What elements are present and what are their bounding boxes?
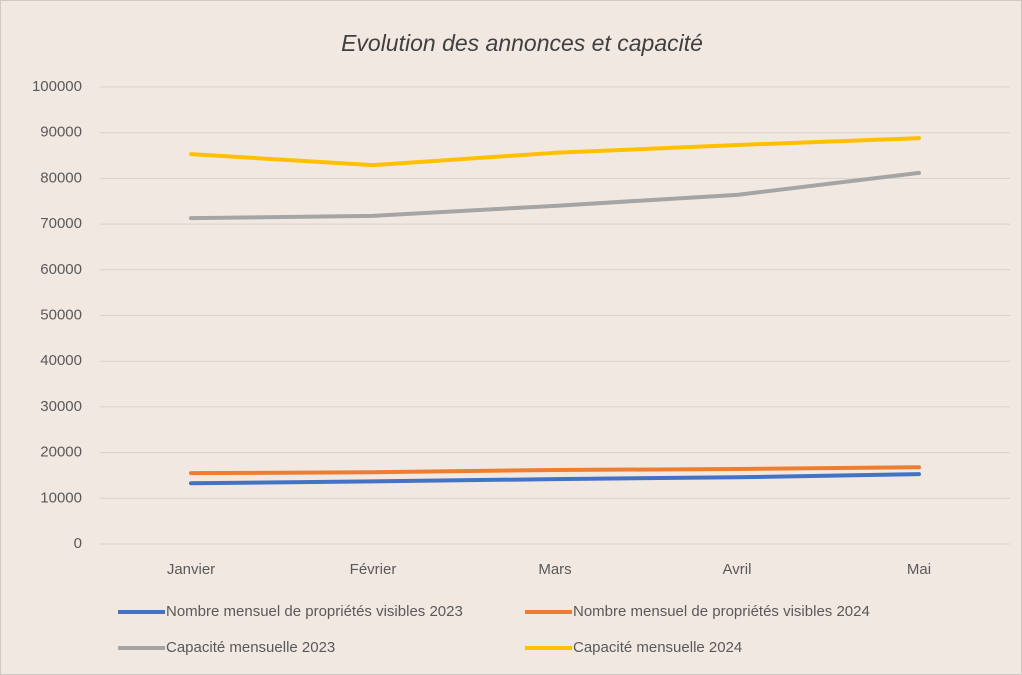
x-tick-label: Janvier [167, 561, 215, 578]
y-tick-label: 30000 [40, 398, 82, 415]
chart-title: Evolution des annonces et capacité [341, 30, 703, 56]
y-tick-label: 100000 [32, 78, 82, 95]
legend-label: Capacité mensuelle 2023 [166, 639, 335, 656]
y-tick-label: 0 [74, 535, 82, 552]
series-line [189, 136, 921, 168]
y-tick-label: 90000 [40, 124, 82, 141]
x-tick-label: Mai [907, 561, 931, 578]
y-tick-label: 70000 [40, 215, 82, 232]
y-tick-label: 10000 [40, 489, 82, 506]
x-tick-label: Février [350, 561, 397, 578]
legend-label: Nombre mensuel de propriétés visibles 20… [166, 603, 463, 620]
x-tick-label: Avril [723, 561, 752, 578]
y-tick-label: 50000 [40, 306, 82, 323]
y-tick-label: 20000 [40, 444, 82, 461]
x-tick-label: Mars [538, 561, 571, 578]
legend-label: Capacité mensuelle 2024 [573, 639, 742, 656]
y-tick-label: 40000 [40, 352, 82, 369]
y-tick-label: 60000 [40, 261, 82, 278]
series-line [189, 472, 921, 486]
series-line [189, 170, 921, 221]
series-line [189, 465, 921, 476]
y-tick-label: 80000 [40, 169, 82, 186]
legend-label: Nombre mensuel de propriétés visibles 20… [573, 603, 870, 620]
